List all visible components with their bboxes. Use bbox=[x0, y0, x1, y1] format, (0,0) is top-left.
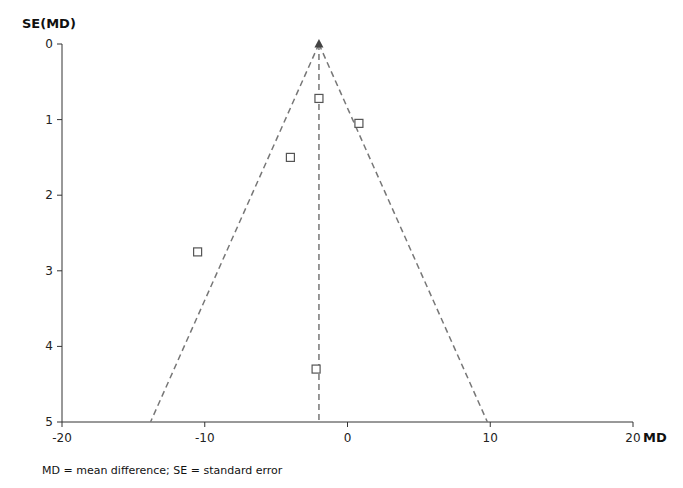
y-tick-label: 5 bbox=[45, 415, 53, 429]
x-tick-label: -20 bbox=[52, 431, 72, 445]
x-tick-label: -10 bbox=[195, 431, 215, 445]
chart-container: -20 -10 0 10 20 0 1 2 3 4 5 SE(MD) MD MD = mean diffe… bbox=[0, 0, 683, 488]
y-tick-label: 1 bbox=[45, 113, 53, 127]
y-tick-label: 3 bbox=[45, 264, 53, 278]
x-tick-label: 0 bbox=[344, 431, 352, 445]
y-tick bbox=[57, 422, 62, 423]
x-axis-label: MD bbox=[643, 430, 667, 445]
y-axis-label: SE(MD) bbox=[22, 16, 76, 31]
funnel-right-line bbox=[319, 44, 487, 422]
plot-area bbox=[151, 44, 488, 422]
caption: MD = mean difference; SE = standard erro… bbox=[42, 464, 283, 477]
chart: -20 -10 0 10 20 0 1 2 3 4 5 SE(MD) MD MD = mean diffe… bbox=[0, 0, 683, 488]
point bbox=[355, 119, 363, 127]
point bbox=[194, 248, 202, 256]
y-tick-label: 2 bbox=[45, 188, 53, 202]
y-tick-label: 4 bbox=[45, 339, 53, 353]
x-tick bbox=[204, 422, 205, 427]
y-tick bbox=[57, 119, 62, 120]
y-tick bbox=[57, 195, 62, 196]
apex-marker bbox=[314, 39, 323, 48]
y-tick bbox=[57, 270, 62, 271]
x-tick bbox=[490, 422, 491, 427]
y-axis-line bbox=[62, 44, 63, 422]
y-tick-label: 0 bbox=[45, 37, 53, 51]
y-tick bbox=[57, 346, 62, 347]
x-tick-label: 10 bbox=[483, 431, 498, 445]
funnel-left-line bbox=[151, 44, 319, 422]
x-tick bbox=[62, 422, 63, 427]
x-tick-label: 20 bbox=[625, 431, 640, 445]
point bbox=[286, 153, 294, 161]
x-tick bbox=[633, 422, 634, 427]
point bbox=[312, 365, 320, 373]
point bbox=[315, 94, 323, 102]
x-tick bbox=[347, 422, 348, 427]
y-tick bbox=[57, 44, 62, 45]
